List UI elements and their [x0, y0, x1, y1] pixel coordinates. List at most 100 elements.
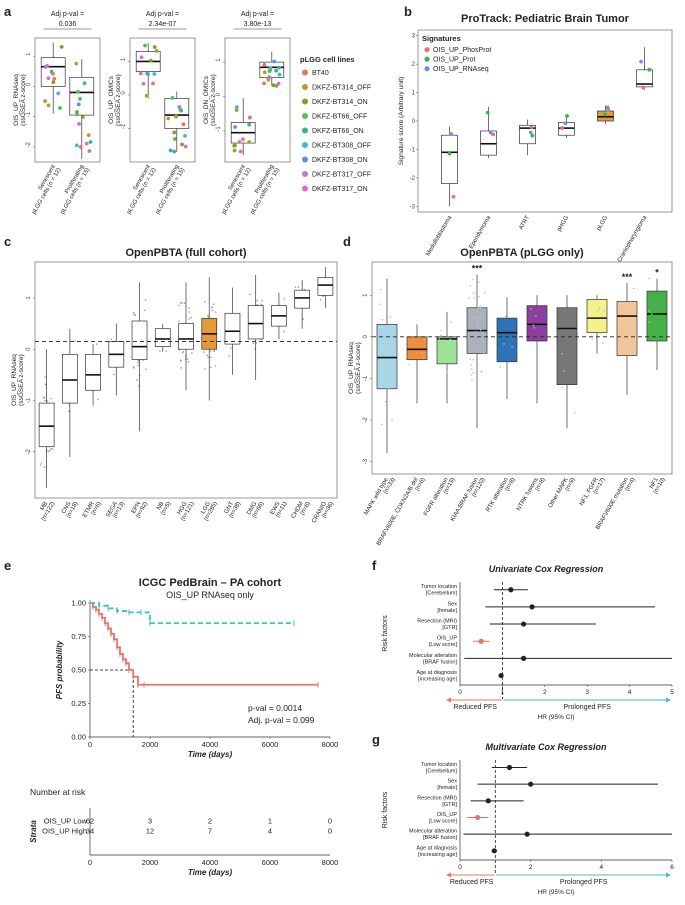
data-point	[256, 299, 258, 302]
y-axis-label: OIS_DN_OMICs(ssGSEA z-score)	[203, 74, 217, 126]
data-point	[408, 363, 410, 366]
panel-d: OpenPBTA (pLGG only) -3 -2 -1 0 1 OIS_UP_RNAse…	[348, 247, 673, 547]
km-curve	[90, 602, 318, 686]
data-point	[272, 59, 277, 64]
data-point	[511, 346, 513, 348]
data-point	[268, 66, 273, 70]
factor-name: Age at diagnosis	[416, 670, 457, 676]
prolonged-pfs-label: Prolonged PFS	[560, 879, 608, 886]
data-point	[82, 81, 87, 86]
hr-point	[485, 798, 491, 804]
panel-label-f: f	[372, 558, 377, 573]
data-point	[134, 314, 137, 316]
y-axis-label: OIS_UP_RNAseq(ssGSEA z-score)	[348, 342, 362, 394]
legend-swatch	[302, 84, 308, 90]
factor-name: Tumor location	[421, 584, 457, 590]
factor-level: [Low score]	[429, 642, 458, 648]
panel-a-legend: pLGG cell lines BT40 DKFZ-BT314_OFF DKFZ-BT…	[300, 55, 371, 193]
panel-c-group-box	[294, 289, 311, 309]
data-point	[113, 373, 115, 376]
data-point	[297, 286, 300, 288]
x-tick-label: 5	[670, 689, 674, 696]
risk-count: 3	[148, 817, 152, 826]
data-point	[133, 313, 135, 316]
data-point	[180, 367, 183, 369]
plot-frame	[34, 261, 338, 499]
data-point	[181, 302, 184, 304]
panel-d-group-box	[526, 305, 548, 342]
data-point	[483, 352, 485, 354]
data-point	[648, 277, 650, 280]
data-point	[267, 69, 272, 73]
panel-label-e: e	[4, 558, 11, 573]
data-point	[183, 302, 186, 305]
data-point	[479, 343, 482, 346]
text-line: (ssGSEA z-score)	[20, 74, 27, 126]
data-point	[533, 326, 535, 329]
data-point	[154, 48, 159, 53]
reduced-arrowhead	[446, 872, 451, 878]
data-point	[380, 333, 383, 336]
legend-entry: DKFZ-BT66_ON	[312, 128, 364, 135]
text-line: (ssGSEA z-score)	[115, 74, 122, 126]
data-point	[75, 90, 80, 94]
data-point	[45, 63, 49, 68]
data-point	[632, 287, 635, 290]
legend-swatch	[302, 171, 308, 177]
pval-label: Adj p-val =	[51, 11, 84, 18]
data-point	[472, 292, 475, 295]
legend-entry: DKFZ-BT314_ON	[312, 99, 368, 106]
x-tick-label: Medulloblastoma	[425, 214, 453, 257]
chart-title: OpenPBTA (full cohort)	[126, 247, 247, 259]
data-point	[78, 96, 82, 101]
data-point	[88, 140, 93, 144]
data-point	[172, 137, 177, 141]
data-point	[473, 296, 476, 299]
y-axis-label: Signature score (Arbitrary unit)	[398, 77, 405, 166]
data-point	[471, 379, 473, 381]
panel-d-group-box	[616, 301, 638, 356]
data-point	[232, 148, 237, 153]
data-point	[648, 310, 650, 312]
data-point	[446, 370, 448, 373]
risk-count: 4	[268, 827, 272, 836]
x-tick-label: 4000	[202, 740, 219, 749]
text-line: (ssGSEA z-score)	[18, 354, 25, 406]
data-point	[598, 307, 601, 310]
legend-swatch	[302, 142, 308, 148]
hr-point	[524, 831, 530, 837]
data-point	[209, 350, 212, 352]
panel-label-b: b	[404, 4, 412, 19]
data-point	[203, 368, 206, 370]
data-point	[39, 464, 42, 466]
risk-row-label: OIS_UP Low	[44, 817, 88, 826]
factor-name: Tumor location	[421, 762, 457, 768]
hr-point	[475, 814, 481, 821]
data-point	[143, 43, 147, 48]
plot-frame	[129, 37, 196, 163]
legend-entry: OIS_UP_RNAseq	[433, 66, 489, 73]
text-line: OIS_UP_OMICs	[108, 75, 115, 123]
panel-d-group-box	[376, 324, 398, 390]
data-point	[87, 149, 92, 153]
data-point	[599, 332, 602, 335]
data-point	[132, 311, 135, 314]
data-point	[274, 68, 278, 73]
data-point	[562, 370, 565, 372]
y-tick-label: 0.25	[71, 699, 86, 708]
data-point	[43, 99, 48, 103]
factor-level: [Cerebellum]	[426, 769, 458, 775]
data-point	[43, 466, 46, 468]
data-point	[385, 318, 388, 321]
x-tick-label: MAPK wild type	[364, 476, 391, 516]
panel-label-g: g	[372, 732, 380, 747]
data-point	[277, 65, 282, 70]
data-point	[51, 80, 56, 85]
data-point	[59, 44, 64, 49]
legend-entry: DKFZ-BT317_ON	[312, 186, 368, 193]
y-tick-label: 0.50	[71, 666, 86, 675]
x-tick-label: EPN	[131, 501, 142, 515]
pval-label: Adj p-val =	[241, 11, 274, 18]
legend-swatch	[302, 185, 308, 192]
data-point	[172, 149, 177, 154]
